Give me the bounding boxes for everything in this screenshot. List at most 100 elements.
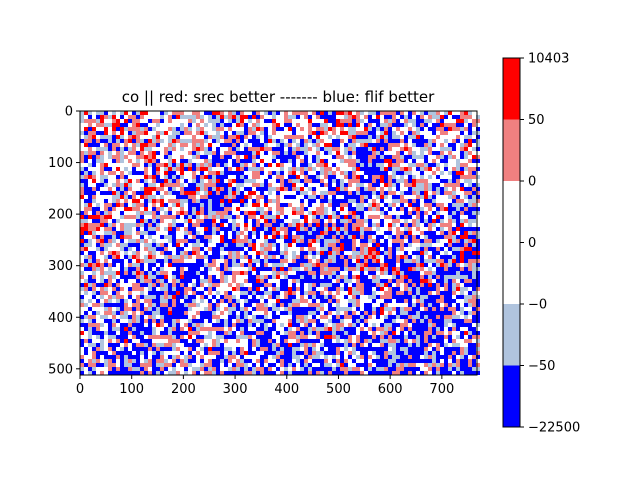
heatmap-cell [216,147,220,151]
heatmap-cell [260,247,264,251]
heatmap-cell [236,251,240,255]
heatmap-cell [240,159,244,163]
heatmap-cell [336,283,340,287]
heatmap-cell [392,171,396,175]
heatmap-cell [252,171,256,175]
heatmap-cell [108,203,112,207]
heatmap-cell [344,335,348,339]
heatmap-cell [336,287,340,291]
heatmap-cell [276,295,280,299]
heatmap-cell [296,143,300,147]
heatmap-cell [248,351,252,355]
heatmap-cell [272,307,276,311]
heatmap-cell [368,239,372,243]
heatmap-cell [144,123,148,127]
heatmap-cell [136,243,140,247]
heatmap-cell [416,207,420,211]
heatmap-cell [180,295,184,299]
heatmap-cell [448,127,452,131]
heatmap-cell [180,163,184,167]
heatmap-cell [424,195,428,199]
heatmap-cell [176,287,180,291]
heatmap-cell [236,231,240,235]
heatmap-cell [84,339,88,343]
heatmap-cell [300,147,304,151]
heatmap-cell [164,299,168,303]
heatmap-cell [308,163,312,167]
heatmap-cell [424,251,428,255]
heatmap-cell [184,371,188,375]
heatmap-cell [188,331,192,335]
heatmap-cell [148,303,152,307]
heatmap-cell [264,359,268,363]
heatmap-cell [284,115,288,119]
heatmap-cell [220,203,224,207]
heatmap-cell [472,215,476,219]
heatmap-cell [244,131,248,135]
heatmap-cell [456,287,460,291]
heatmap-cell [180,247,184,251]
heatmap-cell [316,231,320,235]
heatmap-cell [232,111,236,115]
heatmap-cell [212,115,216,119]
heatmap-cell [196,235,200,239]
heatmap-cell [416,259,420,263]
heatmap-cell [364,227,368,231]
heatmap-cell [276,139,280,143]
heatmap-cell [184,143,188,147]
heatmap-cell [304,215,308,219]
heatmap-cell [408,311,412,315]
heatmap-cell [220,159,224,163]
heatmap-cell [92,355,96,359]
heatmap-cell [332,163,336,167]
heatmap-cell [180,139,184,143]
heatmap-cell [368,311,372,315]
heatmap-cell [200,295,204,299]
heatmap-cell [152,167,156,171]
heatmap-cell [396,195,400,199]
heatmap-cell [212,203,216,207]
heatmap-cell [336,123,340,127]
heatmap-cell [104,363,108,367]
heatmap-cell [120,259,124,263]
heatmap-cell [160,247,164,251]
heatmap-cell [92,331,96,335]
heatmap-cell [324,183,328,187]
heatmap-cell [180,115,184,119]
heatmap-cell [288,119,292,123]
heatmap-cell [168,263,172,267]
heatmap-cell [336,327,340,331]
heatmap-cell [380,355,384,359]
heatmap-cell [196,343,200,347]
heatmap-cell [96,143,100,147]
heatmap-cell [212,123,216,127]
heatmap-cell [176,331,180,335]
heatmap-cell [248,279,252,283]
heatmap-cell [324,131,328,135]
heatmap-cell [140,271,144,275]
heatmap-cell [200,155,204,159]
heatmap-cell [396,355,400,359]
heatmap-cell [280,303,284,307]
heatmap-cell [384,203,388,207]
heatmap-cell [384,119,388,123]
heatmap-cell [356,275,360,279]
heatmap-cell [444,179,448,183]
heatmap-cell [468,211,472,215]
heatmap-cell [464,311,468,315]
heatmap-cell [420,167,424,171]
heatmap-cell [180,335,184,339]
heatmap-cell [328,151,332,155]
heatmap-cell [296,255,300,259]
heatmap-cell [392,191,396,195]
heatmap-cell [356,135,360,139]
heatmap-cell [304,311,308,315]
heatmap-cell [140,203,144,207]
heatmap-cell [276,271,280,275]
heatmap-cell [308,239,312,243]
heatmap-cell [440,255,444,259]
heatmap-cell [416,239,420,243]
heatmap-cell [144,331,148,335]
heatmap-cell [372,135,376,139]
heatmap-cell [236,259,240,263]
